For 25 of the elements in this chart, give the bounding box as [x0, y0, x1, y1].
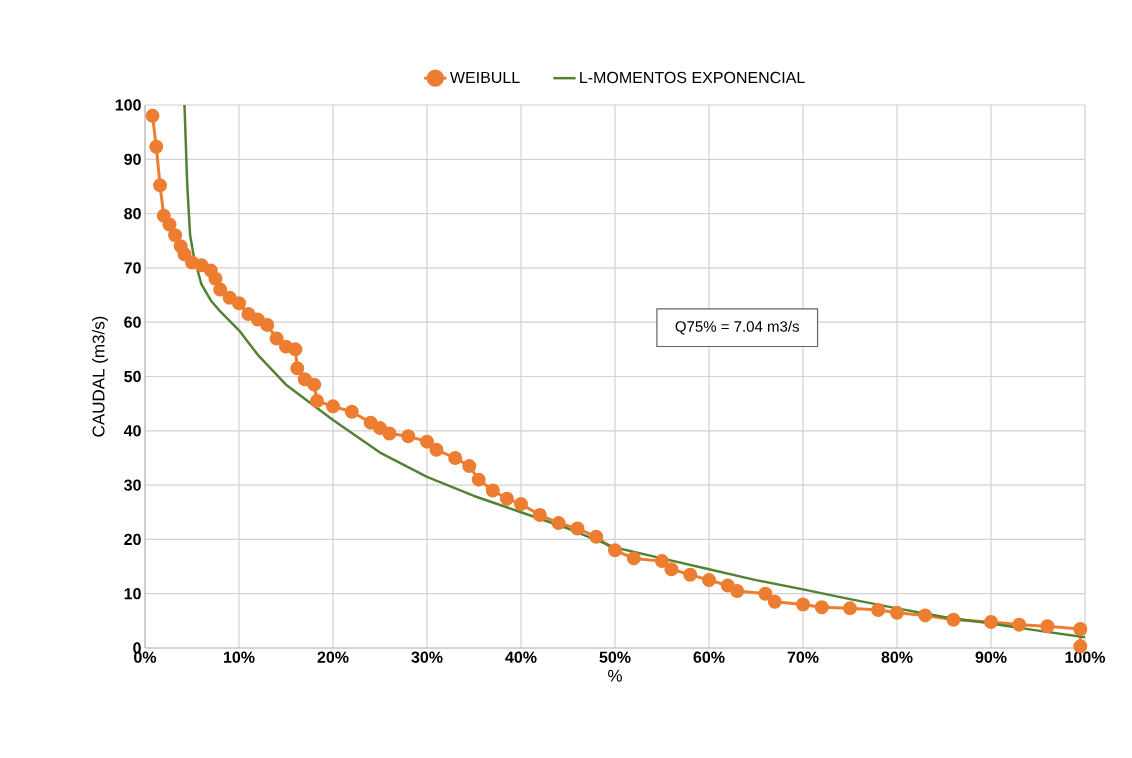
- legend-label: WEIBULL: [449, 71, 520, 84]
- y-tick-label: 50: [124, 370, 141, 383]
- x-tick-label: 40%: [505, 651, 537, 663]
- x-tick-label: 10%: [224, 651, 255, 663]
- x-tick-label: 70%: [787, 651, 819, 663]
- x-tick-label: 20%: [317, 651, 349, 663]
- y-tick-label: 80: [124, 207, 141, 220]
- y-tick-label: 90: [124, 153, 141, 165]
- x-tick-label: 50%: [599, 651, 631, 663]
- y-tick-label: 20: [124, 533, 141, 546]
- x-tick-label: 80%: [881, 651, 913, 663]
- legend-label: L-MOMENTOS EXPONENCIAL: [580, 71, 805, 84]
- x-tick-label: 30%: [411, 651, 443, 663]
- y-tick-label: 40: [123, 425, 141, 437]
- annotation: Q75% = 7.04 m3/s: [675, 320, 799, 335]
- y-tick-label: 10: [124, 588, 141, 600]
- x-tick-label: 60%: [693, 651, 725, 663]
- y-tick-label: 100: [115, 99, 141, 111]
- y-tick-label: 30: [124, 479, 141, 491]
- x-tick-label: 100%: [1065, 651, 1106, 663]
- y-axis-title: CAUDAL (m3/s): [92, 316, 108, 437]
- y-tick-label: 70: [124, 262, 141, 274]
- y-tick-label: 60: [124, 316, 141, 328]
- x-tick-label: 90%: [975, 651, 1007, 663]
- x-axis-title: %: [608, 669, 622, 682]
